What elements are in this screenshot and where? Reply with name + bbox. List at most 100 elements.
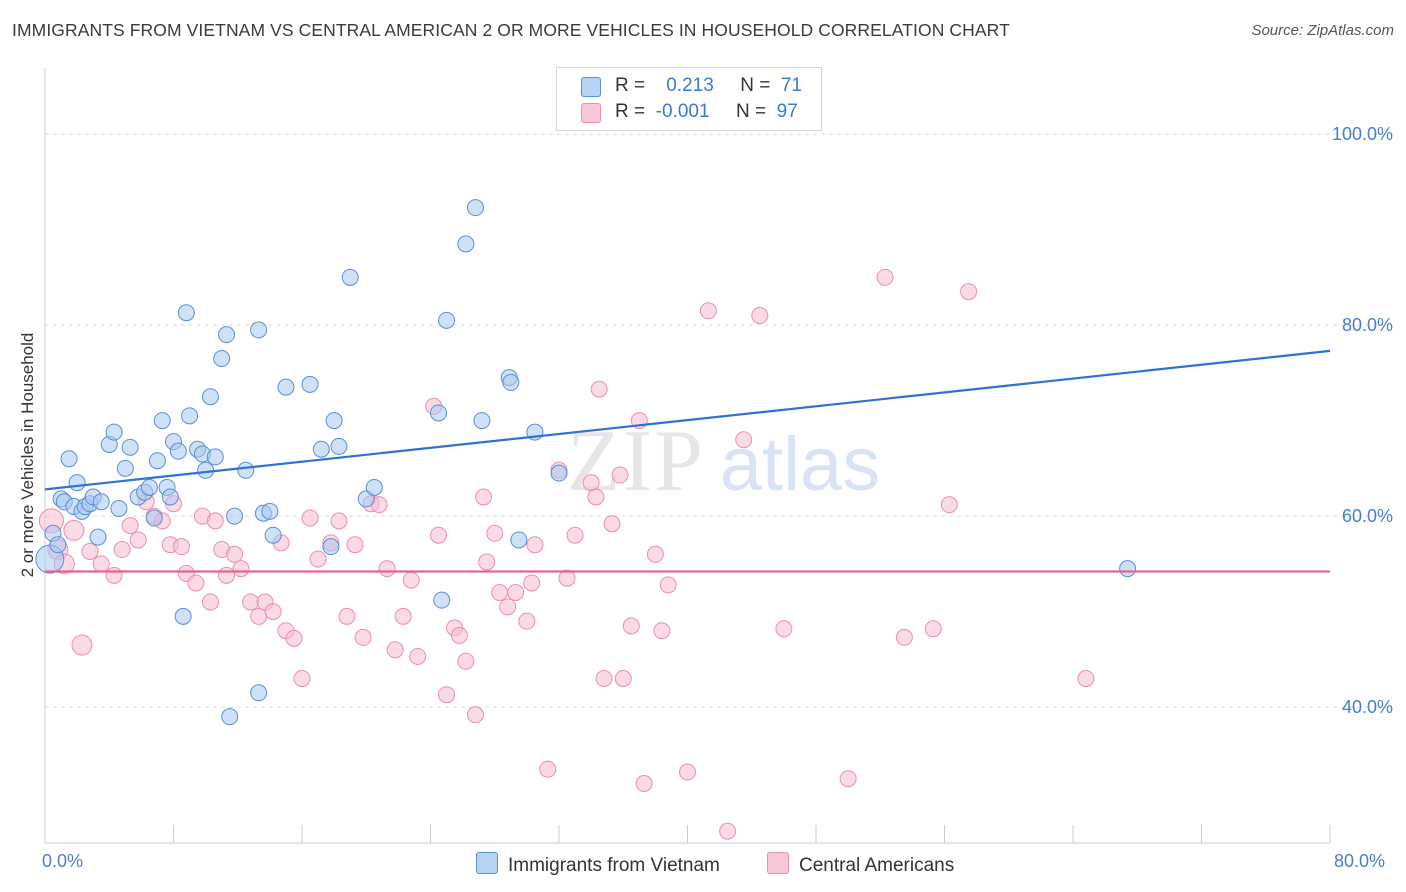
series-central-americans — [38, 268, 1095, 840]
grid-lines — [45, 133, 1392, 708]
bottom-legend-swatch-blue — [476, 852, 498, 874]
data-point — [365, 478, 383, 496]
data-point — [63, 519, 85, 541]
legend-r-label: R = — [615, 75, 646, 96]
data-point — [378, 560, 396, 578]
y-tick-label-40: 40.0% — [1342, 697, 1393, 717]
data-point — [322, 538, 340, 556]
data-point — [68, 474, 86, 492]
data-point — [526, 536, 544, 554]
data-point — [409, 647, 427, 665]
data-point — [394, 607, 412, 625]
data-point — [450, 626, 468, 644]
data-point — [250, 321, 268, 339]
data-point — [603, 515, 621, 533]
data-point — [71, 634, 93, 656]
data-point — [502, 373, 520, 391]
data-point — [402, 571, 420, 589]
data-point — [293, 669, 311, 687]
data-point — [116, 459, 134, 477]
data-point — [438, 686, 456, 704]
data-point — [614, 669, 632, 687]
data-point — [206, 448, 224, 466]
data-point — [153, 412, 171, 430]
y-tick-labels: 40.0% 60.0% 80.0% 100.0% — [1332, 124, 1393, 717]
data-point — [330, 512, 348, 530]
data-point — [475, 488, 493, 506]
data-point — [110, 499, 128, 517]
data-point — [566, 526, 584, 544]
data-point — [478, 553, 496, 571]
data-point — [105, 423, 123, 441]
data-point — [218, 326, 236, 344]
data-point — [81, 542, 99, 560]
data-point — [197, 461, 215, 479]
data-point — [177, 304, 195, 322]
data-point — [325, 412, 343, 430]
data-point — [140, 478, 158, 496]
data-point — [622, 617, 640, 635]
data-point — [49, 536, 67, 554]
data-point — [232, 560, 250, 578]
data-point — [174, 607, 192, 625]
data-point — [330, 437, 348, 455]
data-point — [261, 502, 279, 520]
data-point — [169, 442, 187, 460]
bottom-legend-central-americans: Central Americans — [767, 852, 954, 877]
data-point — [430, 404, 448, 422]
data-point — [699, 302, 717, 320]
data-point — [466, 199, 484, 217]
data-point — [438, 311, 456, 329]
data-point — [277, 378, 295, 396]
data-point — [309, 550, 327, 568]
legend-r-value: 0.213 — [666, 75, 714, 96]
data-point — [491, 584, 509, 602]
data-point — [250, 607, 268, 625]
data-point — [221, 708, 239, 726]
legend-n-label: N = — [735, 101, 767, 122]
data-point — [523, 574, 541, 592]
data-point — [924, 620, 942, 638]
data-point — [121, 517, 139, 535]
data-point — [518, 612, 536, 630]
data-point — [895, 628, 913, 646]
legend-swatch-blue — [581, 77, 601, 97]
data-point — [595, 669, 613, 687]
axes — [44, 68, 1331, 844]
data-point — [121, 438, 139, 456]
data-point — [187, 574, 205, 592]
data-point — [92, 555, 110, 573]
data-point — [466, 706, 484, 724]
data-point — [430, 526, 448, 544]
data-point — [679, 763, 696, 781]
bottom-legend-vietnam: Immigrants from Vietnam — [476, 852, 720, 877]
x-tick-label-min: 0.0% — [42, 851, 84, 871]
bottom-legend-label-central-americans: Central Americans — [799, 855, 955, 876]
data-point — [457, 235, 475, 253]
data-point — [558, 569, 576, 587]
data-point — [285, 629, 303, 647]
data-point — [582, 474, 600, 492]
data-point — [341, 268, 359, 286]
data-point — [473, 412, 491, 430]
bottom-legend-label-vietnam: Immigrants from Vietnam — [508, 855, 720, 876]
data-point — [218, 566, 236, 584]
data-point — [386, 641, 404, 659]
data-point — [181, 407, 199, 425]
data-point — [457, 652, 475, 670]
data-point — [611, 466, 629, 484]
data-point — [161, 488, 179, 506]
data-point — [653, 622, 671, 640]
data-point — [499, 598, 517, 616]
x-tick-label-max: 80.0% — [1334, 851, 1386, 871]
data-point — [242, 593, 260, 611]
data-point — [148, 452, 166, 470]
data-point — [486, 524, 504, 542]
data-point — [507, 584, 525, 602]
data-point — [92, 493, 110, 511]
data-point — [89, 528, 107, 546]
data-point — [1077, 669, 1095, 687]
data-point — [539, 760, 557, 778]
legend-n-label: N = — [740, 75, 771, 96]
